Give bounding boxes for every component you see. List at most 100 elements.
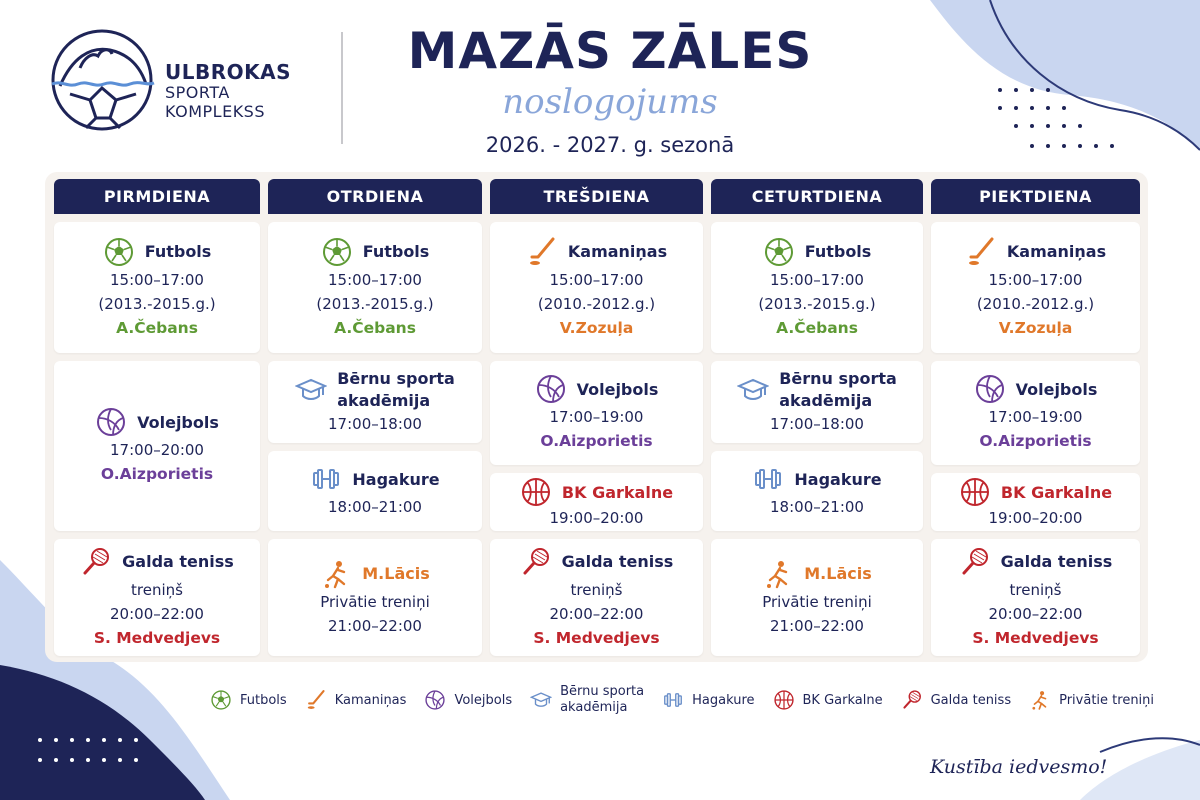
legend-item-garkalne: BK Garkalne bbox=[773, 689, 883, 711]
day-header-tuesday: OTRDIENA bbox=[268, 179, 482, 214]
legend-label-line-1: Bērnu sporta bbox=[560, 684, 645, 699]
table-tennis-icon bbox=[520, 546, 552, 578]
activity-time: 17:00–18:00 bbox=[770, 415, 864, 433]
schedule-slot: M.Lācis Privātie treniņi 21:00–22:00 bbox=[268, 539, 482, 656]
activity-name-line-2: akadēmija bbox=[779, 391, 873, 410]
player-icon bbox=[1029, 689, 1051, 711]
schedule-slot: Galda teniss treniņš 20:00–22:00 S. Medv… bbox=[931, 539, 1140, 656]
schedule-slot: Bērnu sporta akadēmija 17:00–18:00 bbox=[711, 361, 923, 443]
schedule-slot: Volejbols 17:00–19:00 O.Aizporietis bbox=[931, 361, 1140, 465]
activity-name-line-1: Bērnu sporta bbox=[337, 369, 455, 388]
brand-name: ULBROKAS SPORTA KOMPLEKSS bbox=[165, 62, 291, 120]
activity-coach: V.Zozuļa bbox=[998, 318, 1073, 337]
activity-coach: O.Aizporietis bbox=[540, 432, 653, 450]
activity-name: Hagakure bbox=[794, 469, 882, 489]
activity-coach: A.Čebans bbox=[334, 318, 416, 337]
activity-time: 21:00–22:00 bbox=[770, 616, 864, 635]
activity-time: 21:00–22:00 bbox=[328, 616, 422, 635]
activity-age-group: (2010.-2012.g.) bbox=[976, 294, 1095, 313]
legend-item-akademija: Bērnu sporta akadēmija bbox=[530, 684, 644, 716]
hockey-stick-icon bbox=[965, 236, 997, 268]
activity-name: Volejbols bbox=[576, 379, 659, 399]
activity-subtitle: Privātie treniņi bbox=[762, 592, 872, 611]
activity-time: 15:00–17:00 bbox=[988, 270, 1083, 289]
schedule-slot: Futbols 15:00–17:00 (2013.-2015.g.) A.Če… bbox=[268, 222, 482, 353]
dumbbell-icon bbox=[310, 463, 342, 495]
activity-time: 20:00–22:00 bbox=[110, 604, 204, 623]
schedule-slot: Hagakure 18:00–21:00 bbox=[711, 451, 923, 531]
schedule-slot: M.Lācis Privātie treniņi 21:00–22:00 bbox=[711, 539, 923, 656]
basketball-icon bbox=[959, 476, 991, 508]
volleyball-icon bbox=[424, 689, 446, 711]
graduation-cap-icon bbox=[530, 689, 553, 711]
legend-item-hagakure: Hagakure bbox=[662, 689, 755, 711]
schedule-slot: Kamaniņas 15:00–17:00 (2010.-2012.g.) V.… bbox=[931, 222, 1140, 353]
basketball-icon bbox=[773, 689, 795, 711]
activity-time: 15:00–17:00 bbox=[549, 270, 644, 289]
legend-label: Futbols bbox=[240, 692, 287, 708]
schedule-slot: BK Garkalne 19:00–20:00 bbox=[490, 473, 703, 531]
legend-label: Hagakure bbox=[692, 692, 755, 708]
hockey-stick-icon bbox=[305, 689, 327, 711]
legend-label: Privātie treniņi bbox=[1059, 692, 1155, 708]
activity-coach: O.Aizporietis bbox=[979, 432, 1092, 450]
activity-time: 15:00–17:00 bbox=[110, 270, 204, 289]
day-header-thursday: CETURTDIENA bbox=[711, 179, 923, 214]
legend-item-teniss: Galda teniss bbox=[901, 689, 1011, 711]
tagline: Kustība iedvesmo! bbox=[930, 756, 1108, 778]
table-tennis-icon bbox=[959, 546, 991, 578]
legend-item-volejbols: Volejbols bbox=[424, 689, 512, 711]
header-divider bbox=[341, 32, 343, 144]
legend-label: Volejbols bbox=[454, 692, 513, 708]
activity-name: Futbols bbox=[804, 242, 872, 261]
schedule-slot: Volejbols 17:00–19:00 O.Aizporietis bbox=[490, 361, 703, 465]
legend-label-line-2: akadēmija bbox=[560, 700, 628, 715]
player-icon bbox=[762, 558, 794, 590]
activity-coach: S. Medvedjevs bbox=[93, 628, 221, 647]
activity-name-line-2: akadēmija bbox=[337, 391, 431, 410]
legend-item-privatie: Privātie treniņi bbox=[1029, 689, 1154, 711]
day-header-monday: PIRMDIENA bbox=[54, 179, 260, 214]
volleyball-icon bbox=[974, 373, 1006, 405]
soccer-ball-icon bbox=[103, 236, 135, 268]
activity-coach: V.Zozuļa bbox=[559, 318, 634, 337]
schedule-slot: Volejbols 17:00–20:00 O.Aizporietis bbox=[54, 361, 260, 531]
activity-coach: O.Aizporietis bbox=[100, 465, 214, 483]
activity-coach: M.Lācis bbox=[804, 564, 872, 583]
schedule-slot: Kamaniņas 15:00–17:00 (2010.-2012.g.) V.… bbox=[490, 222, 703, 353]
activity-name: Kamaniņas bbox=[567, 242, 668, 261]
page-title: MAZĀS ZĀLES bbox=[407, 22, 813, 80]
activity-time: 18:00–21:00 bbox=[328, 498, 422, 516]
activity-time: 19:00–20:00 bbox=[549, 509, 644, 527]
legend-label: BK Garkalne bbox=[802, 692, 883, 708]
activity-time: 17:00–18:00 bbox=[328, 415, 422, 433]
dumbbell-icon bbox=[752, 463, 784, 495]
legend: Futbols Kamaniņas Volejbols Bērnu sporta… bbox=[210, 684, 1172, 716]
activity-time: 17:00–19:00 bbox=[549, 408, 644, 426]
activity-subtitle: treniņš bbox=[131, 580, 183, 599]
schedule-slot: Futbols 15:00–17:00 (2013.-2015.g.) A.Če… bbox=[711, 222, 923, 353]
activity-coach: A.Čebans bbox=[776, 318, 858, 337]
activity-name: Futbols bbox=[362, 242, 430, 261]
activity-name: BK Garkalne bbox=[1000, 482, 1113, 502]
day-header-wednesday: TREŠDIENA bbox=[490, 179, 703, 214]
activity-name: Galda teniss bbox=[1000, 552, 1113, 571]
activity-name: Volejbols bbox=[1015, 379, 1098, 399]
activity-time: 18:00–21:00 bbox=[770, 498, 864, 516]
schedule-slot: Futbols 15:00–17:00 (2013.-2015.g.) A.Če… bbox=[54, 222, 260, 353]
activity-coach: S. Medvedjevs bbox=[533, 628, 660, 647]
schedule-slot: Galda teniss treniņš 20:00–22:00 S. Medv… bbox=[490, 539, 703, 656]
sports-complex-logo bbox=[51, 29, 155, 131]
activity-coach: S. Medvedjevs bbox=[972, 628, 1099, 647]
basketball-icon bbox=[520, 476, 552, 508]
dumbbell-icon bbox=[662, 689, 684, 711]
activity-name: Galda teniss bbox=[561, 552, 674, 571]
activity-time: 15:00–17:00 bbox=[328, 270, 422, 289]
activity-time: 20:00–22:00 bbox=[988, 604, 1083, 623]
schedule-slot: BK Garkalne 19:00–20:00 bbox=[931, 473, 1140, 531]
activity-name: Volejbols bbox=[137, 412, 219, 432]
brand-line-1: ULBROKAS bbox=[165, 60, 292, 84]
activity-name-line-1: Bērnu sporta bbox=[779, 369, 897, 388]
volleyball-icon bbox=[95, 406, 127, 438]
activity-age-group: (2013.-2015.g.) bbox=[98, 294, 216, 313]
